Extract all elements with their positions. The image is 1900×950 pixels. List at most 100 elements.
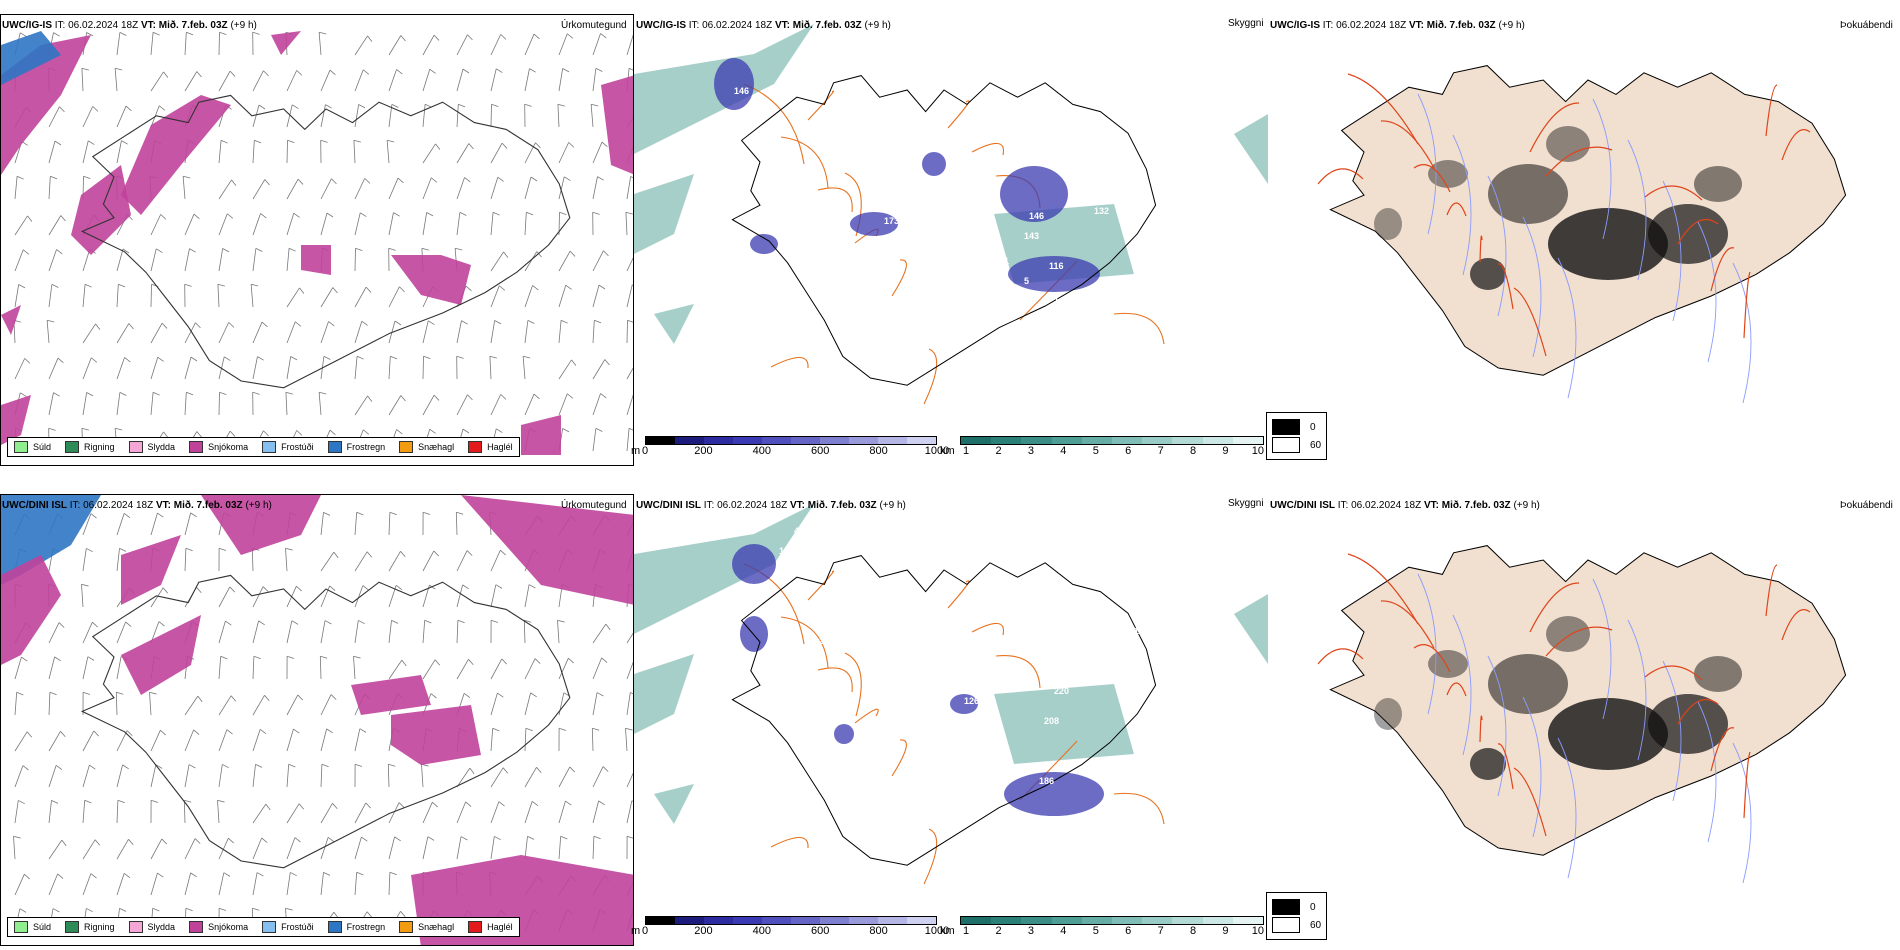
fog-legend-item: 0 xyxy=(1272,899,1321,915)
scale-tick-label: 10 xyxy=(1251,925,1265,937)
legend-label: Rigning xyxy=(84,922,115,932)
scale-color-step xyxy=(1232,917,1264,924)
legend-item: Rigning xyxy=(65,441,115,453)
legend-item: Snjókoma xyxy=(189,441,248,453)
cloud-svg-top: 20 146 215 173 143 81 116 135 375 157 132 146 5 xyxy=(634,24,1268,405)
scale-color-step xyxy=(1142,437,1173,444)
legend-item: Frostúði xyxy=(262,441,314,453)
cloud-value-label: 375 xyxy=(1094,296,1109,306)
cloud-value-label: 81 xyxy=(999,256,1009,266)
fog-map-top xyxy=(1268,14,1900,466)
legend-swatch xyxy=(189,441,204,453)
scale-color-step xyxy=(907,437,936,444)
scale-color-step xyxy=(1051,917,1082,924)
scale-color-step xyxy=(1232,437,1264,444)
legend-swatch xyxy=(128,921,143,933)
legend-item: Haglél xyxy=(468,921,513,933)
legend-label: Snjókoma xyxy=(208,442,249,452)
scale-color-step xyxy=(646,917,675,924)
legend-label: Frostregn xyxy=(346,922,386,932)
fog-title-bottom: Þokuábendi xyxy=(1840,500,1893,511)
fog-legend-label: 0 xyxy=(1310,901,1316,913)
scale-tick-label: 8 xyxy=(1190,925,1197,937)
fog-legend-top: 0 60 xyxy=(1266,412,1328,460)
scale-tick-label: 0 xyxy=(641,445,649,457)
cloud-value-label: 173 xyxy=(884,216,899,226)
legend-item: Slydda xyxy=(128,441,175,453)
scale-tick-label: 400 xyxy=(752,445,771,457)
scale-color-step xyxy=(1081,437,1113,444)
precip-type-map-top: Súld Rigning Slydda Snjókoma Frostúði Frostre… xyxy=(0,14,634,466)
scale-color-step xyxy=(762,917,791,924)
cloud-value-label: 104 xyxy=(989,756,1004,766)
legend-item: Frostregn xyxy=(327,441,386,453)
legend-label: Súld xyxy=(33,922,52,932)
legend-swatch xyxy=(65,921,80,933)
scale-color-step xyxy=(704,917,733,924)
fog-legend-label: 60 xyxy=(1310,919,1322,931)
scale-color-step xyxy=(704,437,733,444)
legend-swatch xyxy=(468,921,483,933)
cloud-value-label: 220 xyxy=(1054,686,1069,696)
cloud-value-label: 451 xyxy=(794,526,809,536)
fog-header-bottom: UWC/DINI ISL IT: 06.02.2024 18Z VT: Mið.… xyxy=(1270,500,1540,511)
cloud-value-label: 146 xyxy=(1029,211,1044,221)
legend-item: Frostúði xyxy=(262,921,314,933)
scale-tick-label: 1000 xyxy=(924,925,950,937)
scale-color-step xyxy=(791,917,820,924)
scale-color-step xyxy=(820,917,849,924)
cloud-value-label: 146 xyxy=(734,86,749,96)
legend-swatch xyxy=(327,921,342,933)
fog-legend-item: 0 xyxy=(1272,419,1321,435)
scale-tick-label: 8 xyxy=(1190,445,1197,457)
legend-label: Slydda xyxy=(147,922,176,932)
fog-legend-swatch xyxy=(1272,917,1300,933)
scale-color-step xyxy=(733,917,762,924)
legend-swatch xyxy=(65,441,80,453)
legend-swatch xyxy=(262,921,277,933)
scale-tick-label: 5 xyxy=(1092,925,1099,937)
scale-color-step xyxy=(675,437,704,444)
cloud-value-label: 147 xyxy=(779,546,794,556)
scale-tick-label: 2 xyxy=(995,445,1002,457)
scale-color-step xyxy=(1051,437,1082,444)
scale-color-step xyxy=(849,437,878,444)
scale-color-step xyxy=(961,437,992,444)
scale-color-step xyxy=(907,917,936,924)
legend-label: Frostúði xyxy=(281,922,314,932)
legend-item: Súld xyxy=(14,441,51,453)
scale-color-step xyxy=(878,917,907,924)
cloud-value-label: 5 xyxy=(1024,276,1029,286)
visibility-scale-bottom: 1 2 3 4 5 6 7 8 9 10 km xyxy=(940,916,1265,939)
legend-swatch xyxy=(262,441,277,453)
legend-item: Rigning xyxy=(65,921,115,933)
scale-color-step xyxy=(1021,917,1052,924)
precip-legend: Súld Rigning Slydda Snjókoma Frostúði Frostre… xyxy=(7,437,520,457)
fog-legend-swatch xyxy=(1272,419,1300,435)
legend-item: Snæhagl xyxy=(399,441,454,453)
cloud-value-label: 186 xyxy=(1039,776,1054,786)
scale-tick-label: 1000 xyxy=(924,445,950,457)
fog-legend-label: 60 xyxy=(1310,439,1322,451)
scale-color-step xyxy=(1142,917,1173,924)
scale-tick-label: 9 xyxy=(1222,445,1229,457)
fog-svg-bottom xyxy=(1317,545,1847,884)
scale-tick-label: 5 xyxy=(1092,445,1099,457)
legend-label: Frostúði xyxy=(281,442,314,452)
scale-tick-label: 2 xyxy=(995,925,1002,937)
legend-item: Slydda xyxy=(128,921,176,933)
legend-label: Snjókoma xyxy=(208,922,249,932)
fog-map-bottom xyxy=(1268,494,1900,946)
legend-swatch xyxy=(399,921,414,933)
scale-tick-label: 200 xyxy=(694,445,713,457)
scale-color-step xyxy=(1112,437,1143,444)
legend-swatch xyxy=(14,441,28,453)
precip-type-map-bottom: Súld Rigning Slydda Snjókoma Frostúði Frostre… xyxy=(0,494,634,946)
legend-label: Haglél xyxy=(487,442,513,452)
cloud-value-label: 135 xyxy=(1054,296,1069,306)
fog-legend-item: 60 xyxy=(1272,437,1321,453)
scale-tick-label: 7 xyxy=(1157,925,1164,937)
legend-label: Frostregn xyxy=(346,442,386,452)
scale-tick-label: 7 xyxy=(1157,445,1164,457)
